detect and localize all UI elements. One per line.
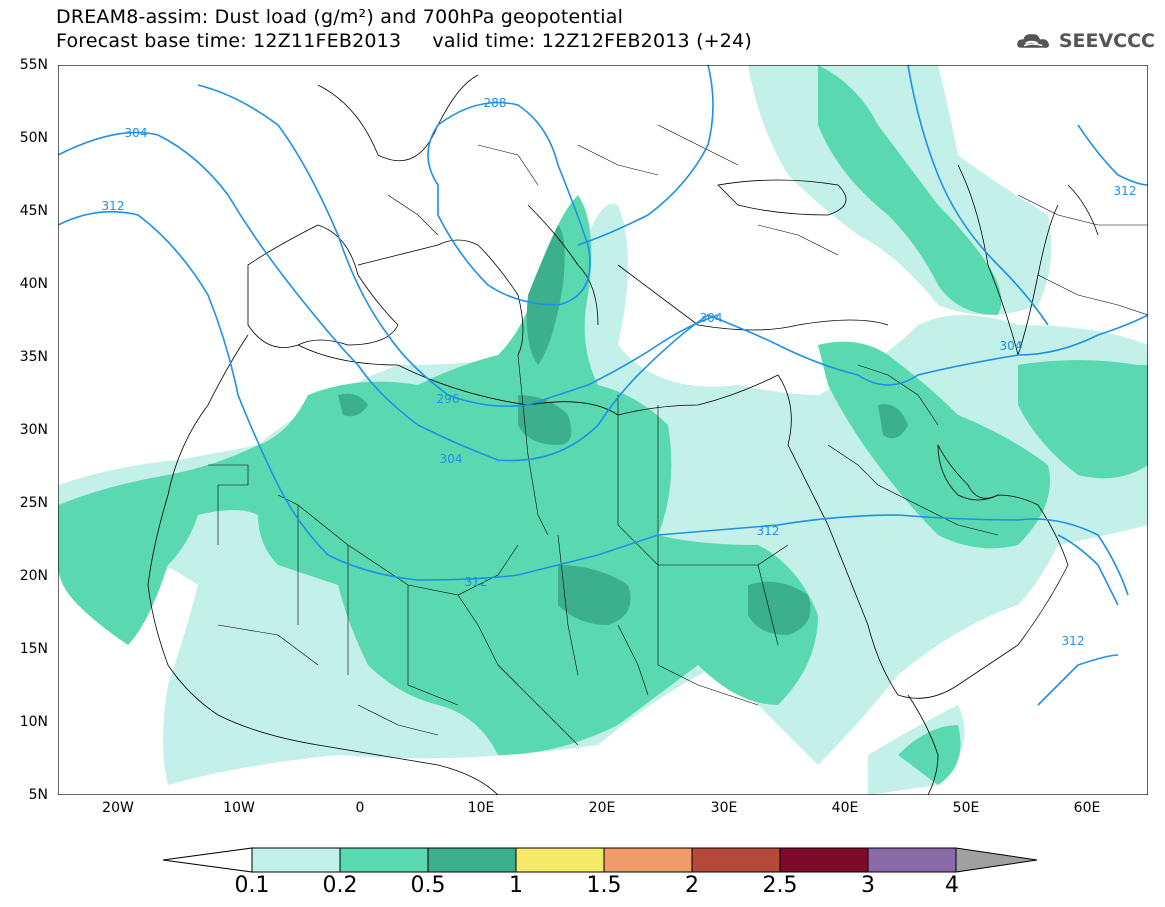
lon-label: 20W — [102, 800, 134, 816]
colorbar-label: 4 — [945, 873, 959, 898]
colorbar — [162, 847, 1038, 873]
colorbar-label: 0.5 — [410, 873, 446, 898]
geopotential-contours — [58, 65, 1148, 706]
colorbar-segment — [603, 847, 693, 873]
dust-map: 288 304 312 304 296 304 312 312 304 312 … — [58, 65, 1148, 795]
colorbar-low-arrow — [162, 847, 253, 873]
colorbar-segment — [251, 847, 341, 873]
colorbar-label: 1 — [509, 873, 523, 898]
colorbar-label: 1.5 — [586, 873, 622, 898]
colorbar-label: 2 — [685, 873, 699, 898]
lat-label: 45N — [19, 203, 48, 219]
lat-label: 10N — [19, 714, 48, 730]
colorbar-segment — [691, 847, 781, 873]
lat-label: 25N — [19, 495, 48, 511]
lat-label: 40N — [19, 276, 48, 292]
contour-label: 304 — [1000, 339, 1023, 353]
contour-label: 296 — [437, 392, 460, 406]
lon-label: 60E — [1073, 800, 1101, 816]
contour-label: 312 — [102, 199, 125, 213]
lat-label: 5N — [28, 787, 48, 803]
colorbar-segment — [515, 847, 605, 873]
colorbar-label: 0.2 — [322, 873, 358, 898]
lon-label: 50E — [952, 800, 980, 816]
map-subtitle: Forecast base time: 12Z11FEB2013 valid t… — [56, 30, 752, 52]
lat-label: 15N — [19, 641, 48, 657]
lat-label: 55N — [19, 57, 48, 73]
contour-label: 304 — [125, 126, 148, 140]
colorbar-segment — [867, 847, 957, 873]
lon-label: 30E — [710, 800, 738, 816]
contour-label: 304 — [440, 452, 463, 466]
colorbar-label: 3 — [861, 873, 875, 898]
colorbar-segment — [779, 847, 869, 873]
lon-label: 40E — [831, 800, 859, 816]
contour-label: 312 — [757, 524, 780, 538]
seevccc-logo: SEEVCCC — [1015, 24, 1155, 58]
colorbar-segment — [339, 847, 429, 873]
lat-label: 30N — [19, 422, 48, 438]
lon-label: 0 — [355, 800, 365, 816]
lat-label: 20N — [19, 568, 48, 584]
contour-label-layer: 288 304 312 304 296 304 312 312 304 312 … — [102, 96, 1137, 648]
lon-label: 10E — [467, 800, 495, 816]
map-title: DREAM8-assim: Dust load (g/m²) and 700hP… — [56, 6, 624, 28]
dust-field-dark — [338, 225, 908, 635]
lon-label: 10W — [223, 800, 255, 816]
country-borders — [208, 124, 1148, 746]
lon-label: 20E — [588, 800, 616, 816]
contour-label: 312 — [465, 575, 488, 589]
colorbar-high-arrow — [955, 847, 1038, 873]
logo-text: SEEVCCC — [1058, 30, 1155, 52]
colorbar-label: 0.1 — [234, 873, 270, 898]
cloud-logo-icon — [1017, 34, 1049, 48]
contour-label: 312 — [1062, 634, 1085, 648]
contour-label: 312 — [1114, 184, 1137, 198]
colorbar-segment — [427, 847, 517, 873]
lat-label: 50N — [19, 130, 48, 146]
coastlines — [147, 74, 1099, 795]
contour-label: 304 — [700, 311, 723, 325]
contour-label: 288 — [484, 96, 507, 110]
lat-label: 35N — [19, 349, 48, 365]
dust-field-mid — [58, 65, 1148, 785]
colorbar-label: 2.5 — [762, 873, 798, 898]
